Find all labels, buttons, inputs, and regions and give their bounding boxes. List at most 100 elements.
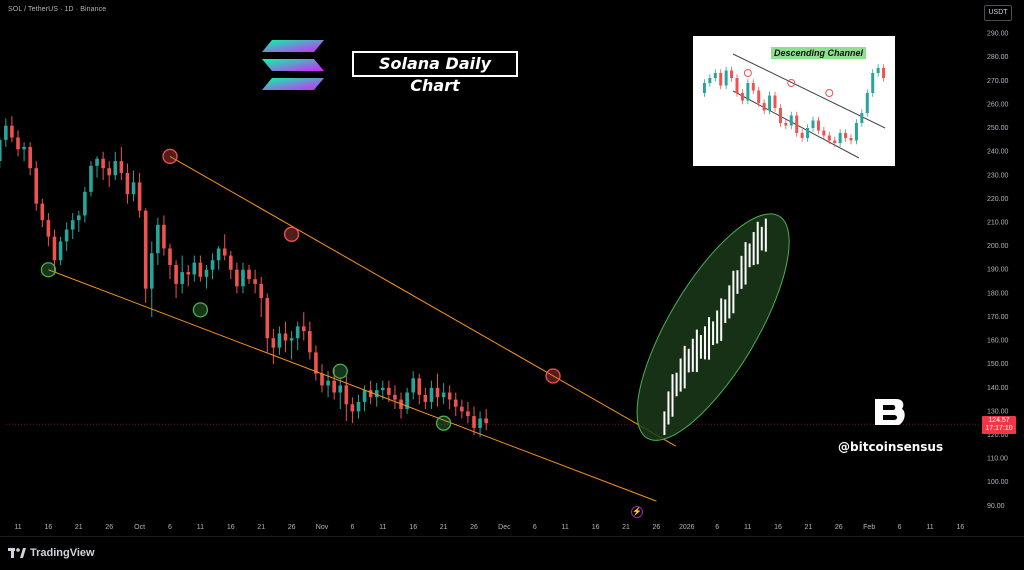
inset-candle-body	[822, 130, 826, 136]
x-tick-label: 26	[470, 524, 478, 531]
candle-body	[429, 387, 434, 402]
inset-candle-body	[876, 68, 880, 73]
footer-bar: TradingView	[0, 536, 1024, 570]
y-tick-label: 220.00	[987, 196, 1009, 203]
candle-body	[259, 283, 263, 299]
inset-candle-body	[740, 93, 744, 101]
author-handle: @bitcoinsensus	[838, 440, 944, 454]
inset-candle-body	[768, 95, 772, 111]
inset-candle-body	[854, 123, 858, 141]
candle-body	[417, 378, 422, 395]
y-tick-label: 270.00	[987, 78, 1009, 85]
x-tick-label: 16	[227, 524, 235, 531]
x-tick-label: 21	[440, 524, 448, 531]
candle-body	[34, 168, 39, 204]
tradingview-brand[interactable]: TradingView	[8, 547, 95, 559]
candle-body	[95, 158, 99, 166]
x-tick-label: 26	[653, 524, 661, 531]
candle-body	[314, 352, 318, 374]
x-tick-label: 26	[835, 524, 843, 531]
inset-candle-body	[860, 113, 864, 123]
inset-candle-body	[865, 93, 869, 113]
candle-body	[149, 253, 154, 289]
x-tick-label: 6	[350, 524, 354, 531]
candle-body	[393, 394, 397, 400]
candle-body	[435, 387, 440, 398]
candle-body	[10, 125, 14, 138]
candle-body	[125, 172, 130, 195]
y-tick-label: 170.00	[987, 314, 1009, 321]
inset-candle-body	[735, 78, 739, 93]
channel-lower-line	[48, 269, 657, 502]
inset-candle-body	[784, 123, 788, 126]
x-tick-label: Dec	[498, 524, 511, 531]
inset-candle-body	[827, 135, 831, 141]
candle-body	[308, 331, 312, 353]
x-tick-label: 16	[592, 524, 600, 531]
inset-candle-body	[702, 83, 706, 93]
x-tick-label: 16	[45, 524, 53, 531]
y-tick-label: 230.00	[987, 172, 1009, 179]
candle-body	[4, 125, 8, 140]
candle-body	[186, 272, 191, 275]
tradingview-logo-icon	[8, 548, 26, 558]
candle-body	[16, 137, 20, 150]
inset-candle-body	[806, 128, 810, 138]
x-tick-label: 2026	[679, 524, 695, 531]
y-tick-label: 200.00	[987, 243, 1009, 250]
inset-candle-body	[833, 140, 837, 143]
candle-body	[374, 390, 379, 398]
inset-candle-body	[708, 78, 712, 83]
candle-body	[466, 411, 470, 417]
x-tick-label: 26	[288, 524, 296, 531]
candle-body	[168, 248, 172, 265]
inset-candle-body	[844, 133, 848, 138]
x-tick-label: 21	[75, 524, 83, 531]
inset-candle-body	[773, 95, 777, 108]
y-tick-label: 290.00	[987, 31, 1009, 38]
candle-body	[460, 406, 464, 412]
candle-body	[235, 269, 239, 287]
x-tick-label: 21	[257, 524, 265, 531]
inset-candle-body	[838, 133, 842, 143]
x-tick-label: 11	[379, 524, 386, 531]
inset-candle-body	[762, 103, 766, 111]
x-tick-label: 11	[926, 524, 933, 531]
inset-candle-body	[724, 70, 728, 86]
y-tick-label: 190.00	[987, 267, 1009, 274]
inset-candle-body	[751, 83, 755, 91]
channel-upper-line	[169, 155, 677, 447]
inset-touch-marker	[787, 79, 796, 87]
candle-body	[247, 269, 251, 280]
inset-candle-body	[849, 138, 853, 141]
candle-body	[131, 182, 136, 195]
candle-body	[387, 387, 391, 395]
support-touch-marker	[40, 262, 57, 278]
candle-body	[216, 248, 221, 261]
y-tick-label: 140.00	[987, 385, 1009, 392]
candle-body	[350, 404, 355, 412]
candle-body	[113, 161, 118, 176]
last-price-value: 124.57	[988, 417, 1010, 424]
candle-body	[70, 220, 75, 230]
inset-candle-body	[746, 83, 750, 101]
currency-button[interactable]: USDT	[984, 5, 1012, 21]
x-tick-label: 11	[744, 524, 751, 531]
candle-body	[192, 262, 197, 275]
x-tick-label: 6	[168, 524, 172, 531]
events-icon[interactable]: ⚡	[631, 506, 643, 518]
candle-body	[338, 385, 343, 393]
candle-body	[411, 378, 415, 393]
candle-body	[277, 333, 282, 348]
x-tick-label: 11	[562, 524, 569, 531]
candle-body	[472, 416, 476, 428]
x-tick-label: Oct	[134, 524, 145, 531]
resistance-touch-marker	[545, 368, 561, 384]
x-tick-label: Nov	[316, 524, 329, 531]
candle-body	[320, 373, 324, 386]
candle-body	[28, 146, 32, 169]
candle-body	[52, 236, 57, 261]
candle-body	[326, 380, 330, 386]
inset-touch-marker	[743, 69, 752, 77]
